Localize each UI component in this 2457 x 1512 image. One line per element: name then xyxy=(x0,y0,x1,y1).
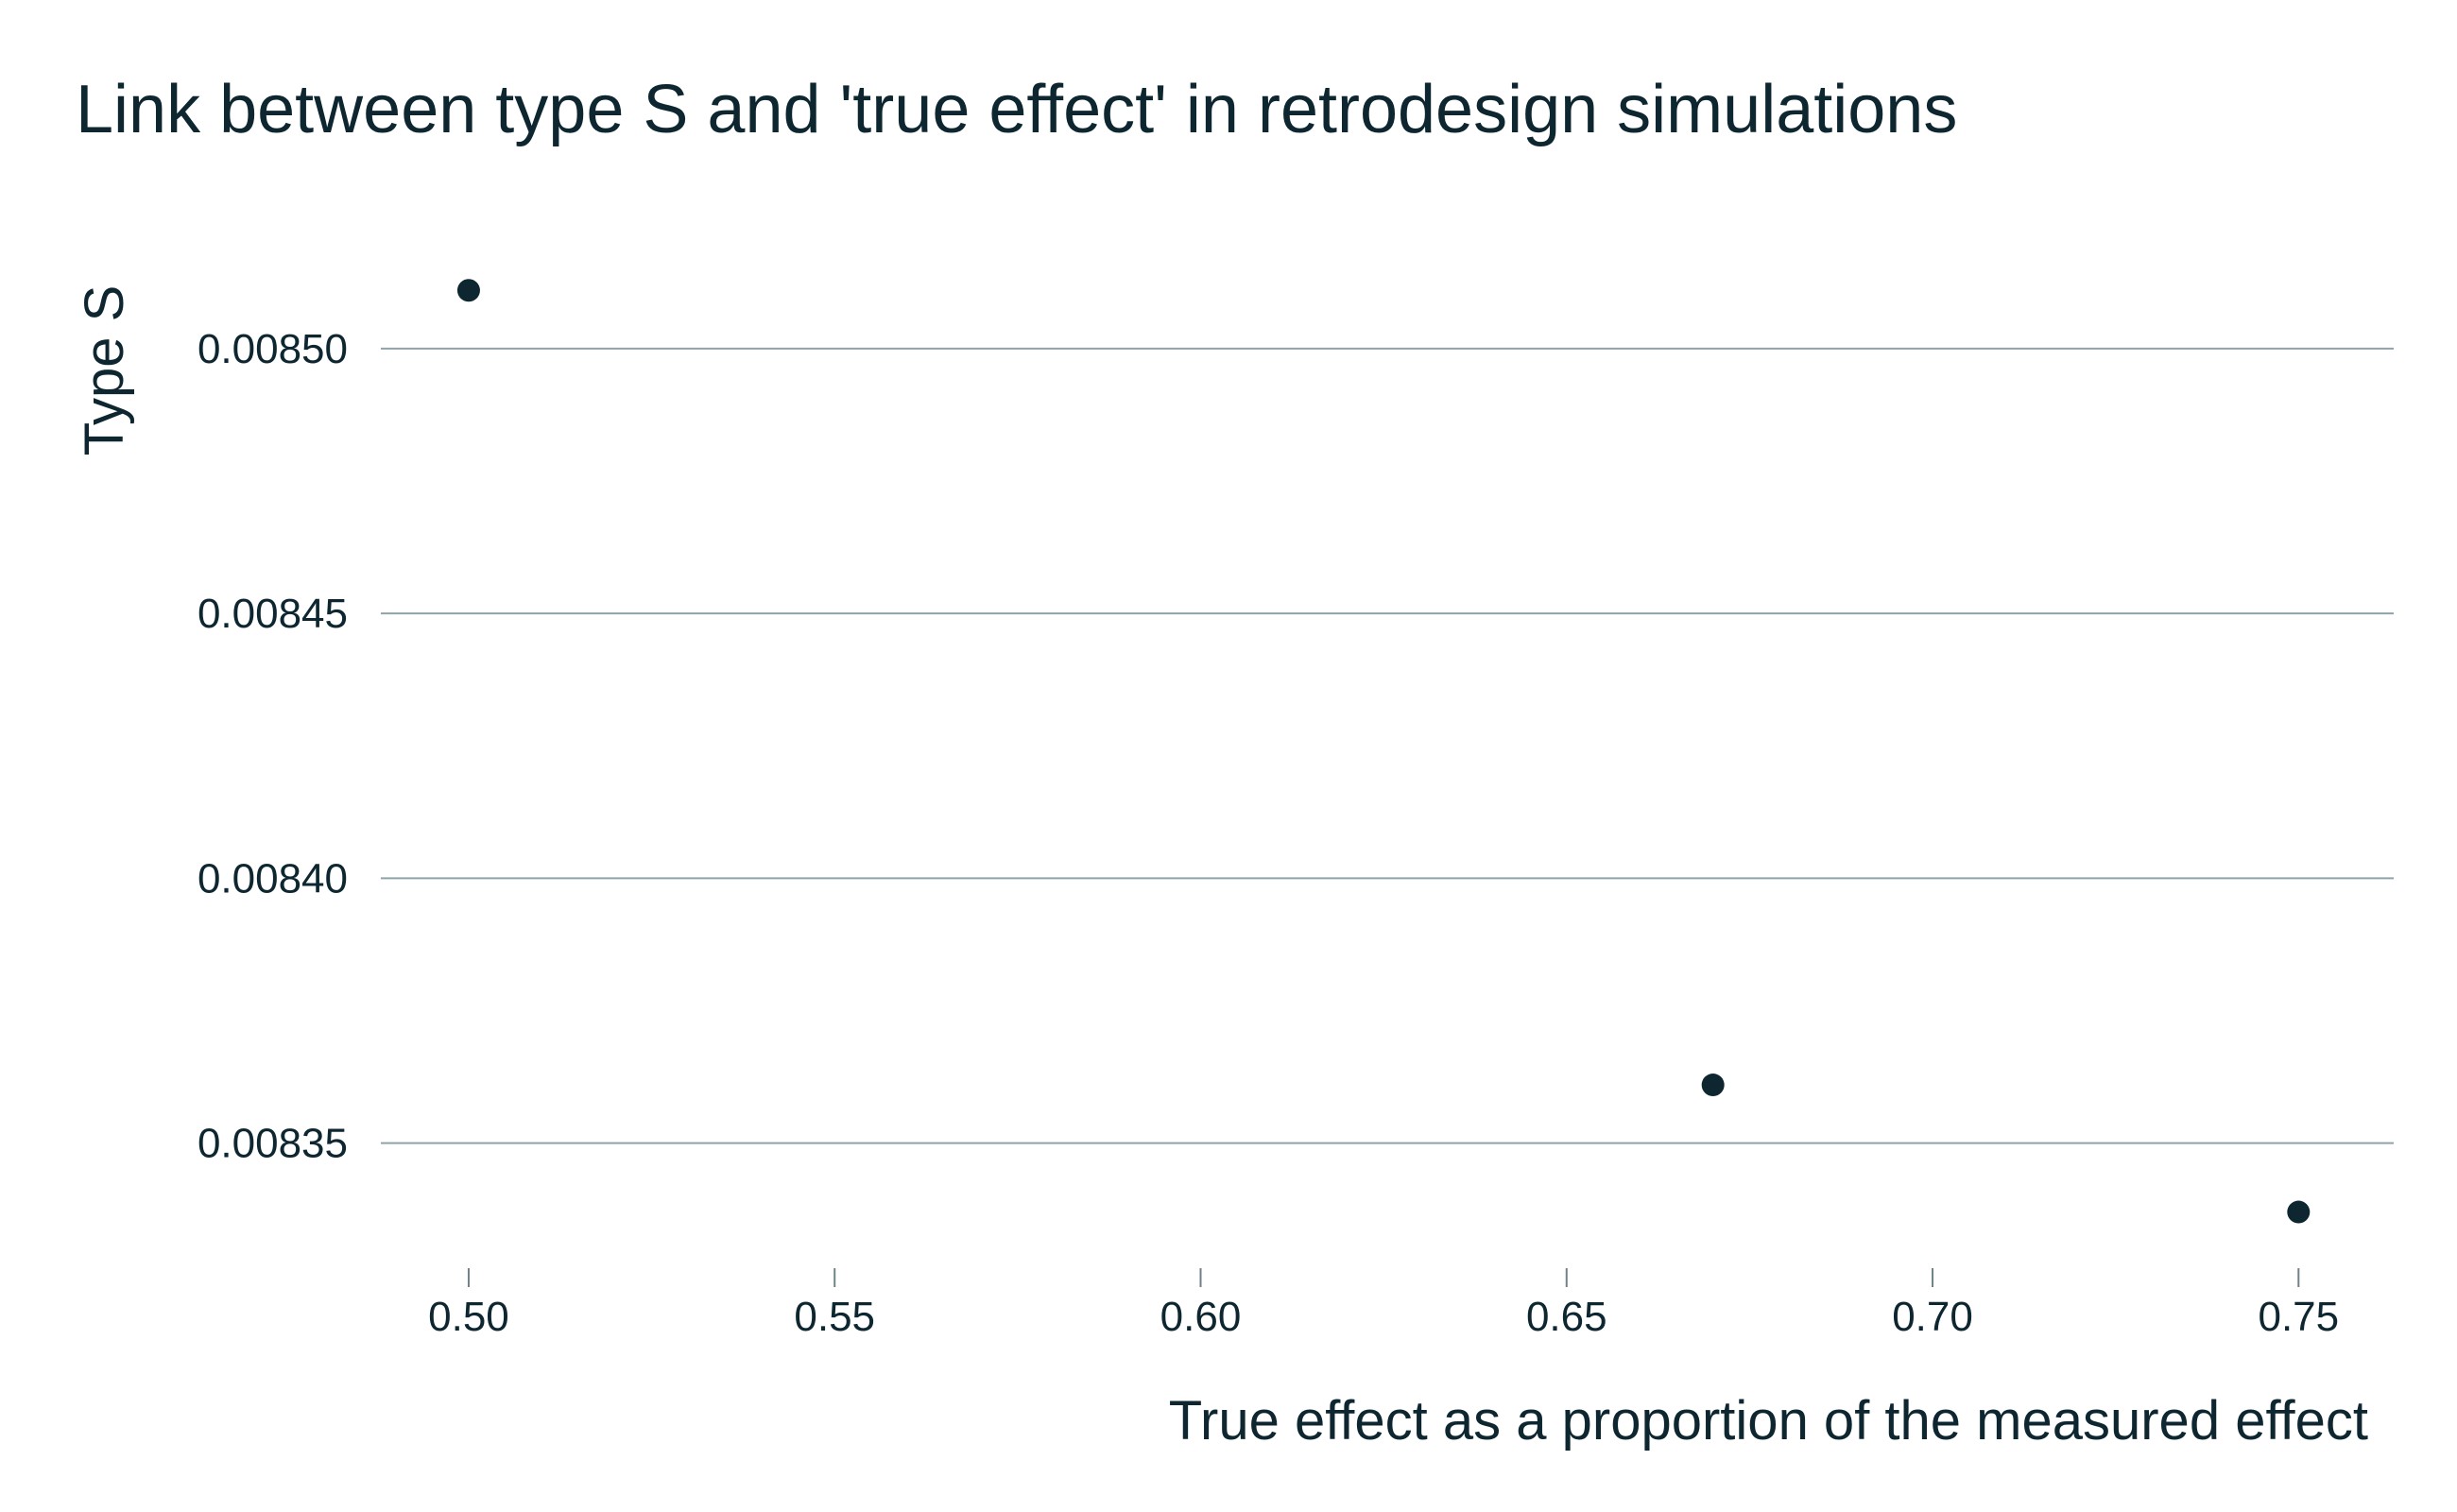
x-axis-ticks: 0.50 0.55 0.60 0.65 0.70 0.75 xyxy=(428,1268,2339,1340)
y-tick-label: 0.00835 xyxy=(198,1121,348,1167)
y-axis-tick-labels: 0.00850 0.00845 0.00840 0.00835 xyxy=(198,326,348,1167)
data-point xyxy=(456,279,480,302)
x-tick-label: 0.70 xyxy=(1892,1294,1973,1340)
x-tick-label: 0.55 xyxy=(794,1294,875,1340)
data-point xyxy=(1701,1074,1725,1097)
y-axis-title: Type S xyxy=(74,285,135,456)
chart-title: Link between type S and 'true effect' in… xyxy=(76,72,1957,147)
data-point xyxy=(2287,1200,2311,1224)
y-tick-label: 0.00840 xyxy=(198,855,348,902)
x-axis-title: True effect as a proportion of the measu… xyxy=(1169,1390,2368,1452)
x-tick-label: 0.50 xyxy=(428,1294,509,1340)
x-tick-label: 0.60 xyxy=(1160,1294,1242,1340)
y-tick-label: 0.00850 xyxy=(198,326,348,372)
y-tick-label: 0.00845 xyxy=(198,591,348,637)
x-tick-label: 0.65 xyxy=(1526,1294,1607,1340)
y-gridlines xyxy=(381,347,2394,1144)
data-points xyxy=(456,279,2311,1224)
x-tick-label: 0.75 xyxy=(2258,1294,2339,1340)
